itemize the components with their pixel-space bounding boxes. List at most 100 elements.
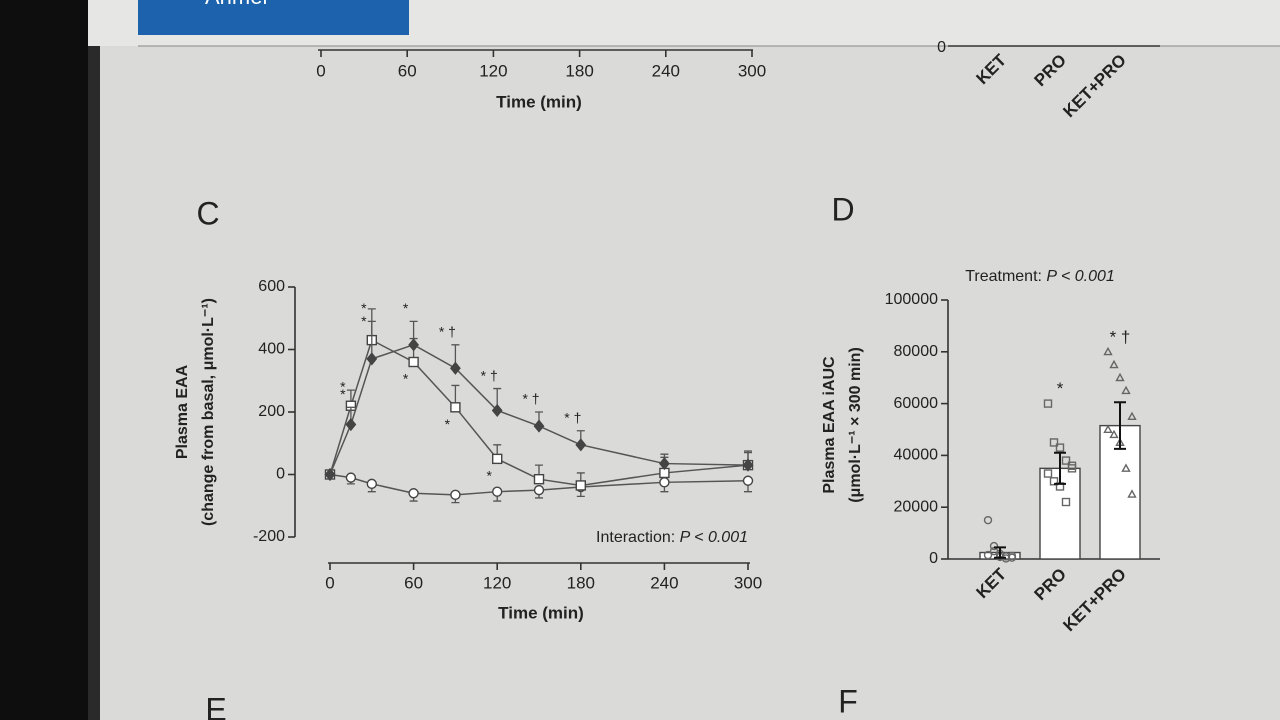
marker [366, 478, 377, 490]
marker [1103, 346, 1113, 356]
marker [1103, 424, 1113, 433]
x-tick-label: 180 [565, 61, 593, 80]
stat-value: P < 0.001 [1046, 268, 1114, 285]
marker [1055, 443, 1065, 452]
significance: * † [522, 391, 539, 407]
marker [345, 417, 357, 432]
x-axis-title: Time (min) [498, 603, 584, 622]
error-bar [1114, 401, 1126, 450]
marker [575, 480, 586, 491]
y-tick-label: 0 [937, 39, 946, 56]
x-tick-label: 240 [652, 61, 680, 80]
stat-prefix: Interaction: [596, 529, 675, 546]
y-tick-label: 200 [258, 403, 285, 420]
y-tick-label: 20000 [894, 498, 939, 515]
marker [1109, 359, 1119, 369]
significance: * [361, 300, 367, 316]
y-tick-label: -200 [253, 528, 285, 545]
marker [1121, 463, 1131, 472]
significance: * † [564, 409, 581, 425]
marker [983, 515, 993, 525]
marker [449, 361, 461, 375]
stat-label: Interaction: P < 0.001 [596, 529, 748, 546]
marker [658, 456, 670, 471]
significance: * [340, 378, 346, 394]
document [100, 0, 1280, 720]
marker [1115, 372, 1125, 382]
marker [366, 352, 378, 366]
marker [1127, 489, 1137, 498]
panel-label: F [838, 683, 858, 719]
significance: * [403, 371, 409, 387]
x-tick-label: 180 [567, 573, 595, 592]
marker [742, 458, 754, 472]
significance: * [486, 468, 492, 484]
significance: * † [481, 367, 498, 383]
marker [450, 402, 461, 413]
error-bar [1054, 451, 1066, 485]
bezel [0, 0, 92, 720]
marker [491, 403, 503, 418]
login-button[interactable] [138, 0, 409, 35]
marker [575, 438, 587, 452]
marker [1061, 456, 1071, 465]
marker [1061, 497, 1071, 507]
y-tick-label: 40000 [894, 447, 939, 464]
x-tick-label: 60 [404, 573, 423, 592]
marker [1109, 429, 1119, 439]
marker [408, 356, 419, 368]
series-line [329, 343, 749, 475]
x-tick-label: 240 [650, 573, 678, 592]
x-tick-label: 120 [483, 573, 511, 592]
y-axis-title: (change from basal, μmol·L⁻¹) [200, 298, 217, 526]
significance: * [361, 313, 367, 329]
y-tick-label: 60000 [894, 395, 939, 412]
marker [450, 489, 461, 501]
panel-label: D [831, 191, 854, 227]
significance: * [403, 300, 409, 316]
panel-label: E [205, 691, 226, 720]
x-tick-label: 0 [325, 573, 334, 592]
y-axis-title: Plasma EAA iAUC [821, 356, 838, 494]
panel-label: C [196, 195, 219, 231]
marker [1049, 438, 1059, 447]
marker [659, 477, 670, 488]
significance: * [340, 386, 346, 402]
y-tick-label: 600 [258, 278, 285, 295]
marker [345, 472, 357, 483]
x-tick-label: 60 [398, 61, 417, 80]
marker [533, 484, 545, 496]
button-label[interactable]: Anmel [205, 0, 267, 9]
x-tick-label: 300 [734, 573, 762, 592]
stat-label: Treatment: P < 0.001 [965, 268, 1115, 285]
x-tick-label: 120 [479, 61, 507, 80]
significance: * [445, 416, 451, 432]
marker [408, 488, 419, 499]
marker [533, 419, 545, 433]
marker [983, 550, 993, 560]
marker [1121, 385, 1131, 395]
significance: * † [439, 324, 456, 340]
stat-prefix: Treatment: [965, 268, 1042, 285]
x-tick-label: 0 [316, 61, 325, 80]
x-axis-title: Time (min) [496, 92, 582, 111]
y-tick-label: 0 [276, 466, 285, 483]
significance: * † [1110, 327, 1131, 346]
y-axis-title: Plasma EAA [174, 364, 191, 459]
marker [324, 467, 336, 482]
marker [1043, 399, 1053, 408]
marker [1067, 461, 1077, 470]
significance: * [1057, 379, 1064, 398]
series-line [329, 339, 749, 487]
y-tick-label: 400 [258, 341, 285, 358]
x-tick-label: 300 [738, 61, 766, 80]
y-tick-label: 0 [929, 550, 938, 567]
y-tick-label: 100000 [885, 291, 938, 308]
y-axis-title: (μmol·L⁻¹ × 300 min) [847, 347, 864, 503]
error-bar [994, 546, 1006, 559]
marker [492, 486, 503, 497]
marker [1043, 469, 1053, 478]
marker [1127, 411, 1137, 421]
